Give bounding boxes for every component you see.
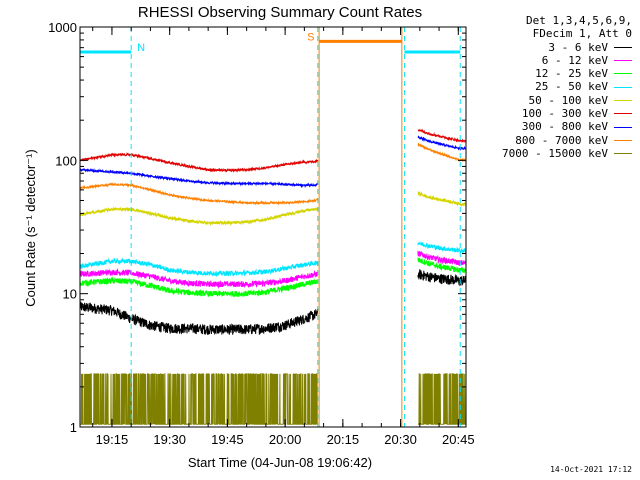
- x-tick-label: 20:15: [327, 432, 360, 447]
- series-path: [79, 181, 319, 206]
- legend-swatch: [614, 139, 632, 141]
- legend-label: 100 - 300 keV: [521, 107, 608, 121]
- legend-swatch: [614, 46, 632, 48]
- series-path: [79, 167, 319, 189]
- legend-entry: 100 - 300 keV: [480, 107, 632, 120]
- legend-label: 12 - 25 keV: [535, 67, 608, 81]
- legend-swatch: [614, 99, 632, 101]
- legend-entry: 25 - 50 keV: [480, 80, 632, 93]
- y-tick-label: 1: [70, 420, 77, 435]
- legend-swatch: [614, 113, 632, 115]
- x-axis-label: Start Time (04-Jun-08 19:06:42): [188, 455, 372, 470]
- legend-label: 3 - 6 keV: [548, 40, 608, 54]
- legend-header: FDecim 1, Att 0: [532, 27, 632, 41]
- series-3-6-kev: [79, 269, 467, 335]
- flag-label-s: S: [307, 31, 314, 43]
- series-path: [417, 135, 467, 151]
- legend-label: 300 - 800 keV: [521, 120, 608, 134]
- series-path: [417, 269, 467, 287]
- legend-header: Det 1,3,4,5,6,9,: [526, 14, 632, 27]
- legend-entry: 50 - 100 keV: [480, 94, 632, 107]
- series-path: [80, 373, 318, 425]
- series-path: [79, 267, 319, 289]
- legend-entry: 300 - 800 keV: [480, 120, 632, 133]
- x-tick-label: 20:30: [384, 432, 417, 447]
- legend-label: 25 - 50 keV: [535, 80, 608, 94]
- legend-label: 6 - 12 keV: [541, 53, 608, 67]
- series-6-12-kev: [79, 250, 467, 289]
- x-tick-label: 20:45: [442, 432, 475, 447]
- y-tick-label: 1000: [48, 20, 77, 35]
- timestamp: 14-Oct-2021 17:12: [550, 465, 632, 474]
- legend-entry: 7000 - 15000 keV: [480, 147, 632, 160]
- series-path: [417, 142, 467, 163]
- x-tick-label: 19:15: [96, 432, 129, 447]
- series-path: [417, 373, 467, 425]
- x-tick-label: 20:00: [269, 432, 302, 447]
- legend-entry: 800 - 7000 keV: [480, 134, 632, 147]
- series-path: [417, 250, 467, 266]
- plot-area: NS: [79, 26, 467, 428]
- legend-swatch: [614, 60, 632, 62]
- series-path: [417, 241, 467, 254]
- legend-entry: 3 - 6 keV: [480, 41, 632, 54]
- series-7000-15000-kev: [80, 373, 467, 425]
- x-tick-label: 19:30: [153, 432, 186, 447]
- series-path: [79, 257, 319, 278]
- series-path: [417, 190, 467, 207]
- legend-swatch: [614, 126, 632, 128]
- y-tick-label: 10: [63, 287, 77, 302]
- legend-label: 50 - 100 keV: [528, 93, 608, 107]
- plot-frame: [79, 26, 467, 428]
- y-axis-ticks: 1 10 100 1000: [48, 20, 466, 435]
- series-path: [417, 128, 467, 144]
- series-path: [417, 257, 467, 274]
- series-300-800-kev: [79, 135, 467, 189]
- x-axis-ticks: 19:15 19:30 19:45 20:00 20:15 20:30 20:45: [92, 27, 475, 447]
- x-tick-label: 19:45: [211, 432, 244, 447]
- legend-entry: 12 - 25 keV: [480, 67, 632, 80]
- flag-label-n: N: [137, 42, 145, 54]
- legend-swatch: [614, 153, 632, 155]
- series-800-7000-kev: [79, 142, 467, 206]
- series-path: [79, 276, 319, 298]
- series-50-100-kev: [79, 190, 467, 227]
- series-path: [79, 206, 319, 227]
- series-path: [79, 301, 319, 335]
- legend-swatch: [614, 73, 632, 75]
- legend-swatch: [614, 86, 632, 88]
- legend-label: 800 - 7000 keV: [515, 133, 608, 147]
- series-100-300-kev: [79, 128, 467, 173]
- y-tick-label: 100: [55, 153, 77, 168]
- chart-title: RHESSI Observing Summary Count Rates: [138, 4, 422, 21]
- legend-entry: 6 - 12 keV: [480, 54, 632, 67]
- series-path: [79, 152, 319, 173]
- y-axis-label: Count Rate (s⁻¹ detector⁻¹): [23, 149, 38, 307]
- legend-label: 7000 - 15000 keV: [502, 146, 608, 160]
- series-12-25-kev: [79, 257, 467, 298]
- series-25-50-kev: [79, 241, 467, 278]
